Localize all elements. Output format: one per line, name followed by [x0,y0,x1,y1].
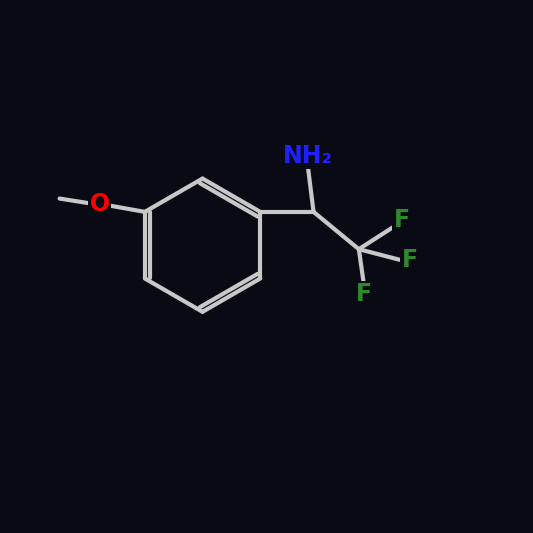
Text: NH₂: NH₂ [283,144,333,168]
Text: F: F [393,208,409,232]
Text: O: O [90,192,110,216]
Text: F: F [401,248,417,272]
Text: F: F [356,282,372,306]
